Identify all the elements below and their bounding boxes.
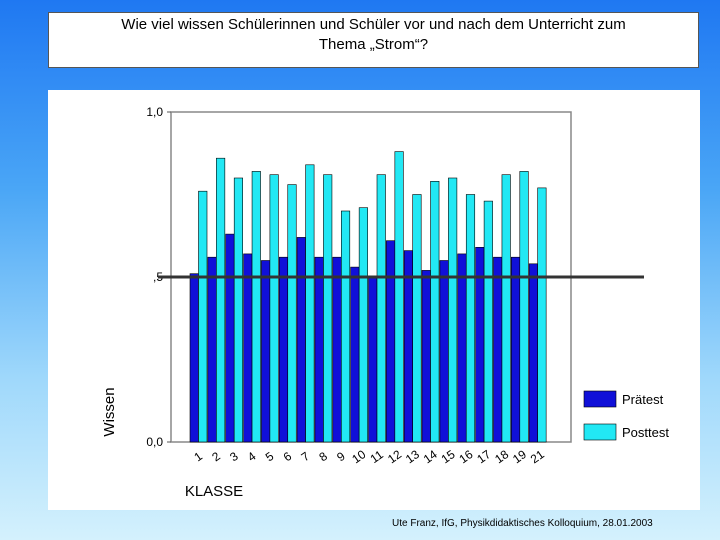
x-tick-label: 8 — [316, 449, 330, 464]
x-tick-label: 18 — [492, 447, 511, 466]
bar-pretest — [368, 276, 378, 443]
bar-pretest — [439, 260, 449, 443]
bar-pretest — [189, 273, 199, 443]
legend-label-posttest: Posttest — [622, 425, 669, 440]
x-tick-label: 1 — [191, 449, 205, 464]
bar-pretest — [457, 253, 467, 443]
title-line-1: Wie viel wissen Schülerinnen und Schüler… — [121, 16, 626, 33]
bar-posttest — [340, 210, 351, 443]
x-axis-title: KLASSE — [185, 483, 243, 500]
x-tick-label: 6 — [281, 449, 295, 464]
bar-posttest — [483, 200, 493, 443]
bar-posttest — [233, 177, 243, 443]
bar-pretest — [207, 256, 217, 443]
bar-posttest — [287, 184, 297, 443]
bar-posttest — [501, 174, 511, 443]
x-tick-label: 10 — [349, 447, 368, 466]
y-tick-label: 0,0 — [146, 435, 163, 449]
legend-swatch-posttest — [583, 423, 617, 441]
legend-label-pretest: Prätest — [622, 392, 664, 407]
x-tick-label: 21 — [528, 447, 547, 466]
bar-pretest — [403, 250, 414, 443]
bar-pretest — [421, 270, 431, 443]
x-tick-label: 3 — [227, 449, 241, 464]
bar-posttest — [376, 174, 386, 443]
x-tick-label: 17 — [474, 447, 493, 466]
bar-pretest — [510, 256, 521, 443]
bar-posttest — [305, 164, 315, 443]
x-tick-label: 7 — [299, 449, 313, 464]
bar-pretest — [528, 263, 538, 443]
slide-title: Wie viel wissen Schülerinnen und Schüler… — [48, 12, 699, 68]
x-tick-label: 11 — [368, 447, 387, 466]
x-tick-label: 13 — [403, 447, 422, 466]
bar-posttest — [251, 171, 261, 443]
chart-panel: 0,0,5 1,0 1 2 3 4 5 6 7 8 9 10 11 12 13 14 15 16 17 18 19 21 W… — [48, 90, 700, 510]
x-tick-label: 16 — [456, 447, 475, 466]
bar-pretest — [332, 256, 342, 443]
bar-posttest — [358, 207, 368, 443]
x-tick-label: 15 — [439, 447, 458, 466]
footer-credit: Ute Franz, IfG, Physikdidaktisches Kollo… — [392, 518, 653, 529]
x-tick-label: 2 — [209, 449, 223, 464]
bar-posttest — [269, 174, 279, 443]
bar-pretest — [314, 256, 324, 443]
bar-pretest — [296, 237, 306, 443]
title-line-2: Thema „Strom“? — [318, 36, 429, 53]
bar-posttest — [519, 171, 529, 443]
x-tick-label: 14 — [421, 447, 440, 466]
bar-posttest — [323, 174, 333, 443]
bar-pretest — [278, 256, 289, 443]
bar-posttest — [430, 181, 440, 443]
bar-posttest — [198, 190, 208, 443]
bar-pretest — [386, 240, 396, 443]
bar-posttest — [412, 194, 422, 443]
legend-swatch-pretest — [583, 390, 617, 408]
bar-posttest — [465, 194, 476, 443]
bar-pretest — [243, 253, 253, 443]
bar-chart: 0,0,51,01 2 3 4 5 6 7 8 9 10 11 121314151617181921W… — [101, 105, 669, 500]
bar-pretest — [261, 260, 271, 443]
bar-posttest — [394, 151, 404, 443]
bar-posttest — [216, 157, 226, 443]
bar-pretest — [493, 256, 503, 443]
bar-posttest — [448, 177, 458, 443]
x-tick-label: 19 — [510, 447, 529, 466]
y-tick-label: 1,0 — [146, 105, 163, 119]
x-tick-label: 5 — [263, 449, 277, 464]
y-axis-title: Wissen — [101, 387, 118, 436]
bar-pretest — [350, 266, 360, 443]
bar-posttest — [537, 187, 547, 443]
x-tick-label: 9 — [334, 449, 348, 464]
bar-pretest — [225, 233, 235, 443]
x-tick-label: 4 — [245, 449, 259, 464]
x-tick-label: 12 — [385, 447, 404, 466]
